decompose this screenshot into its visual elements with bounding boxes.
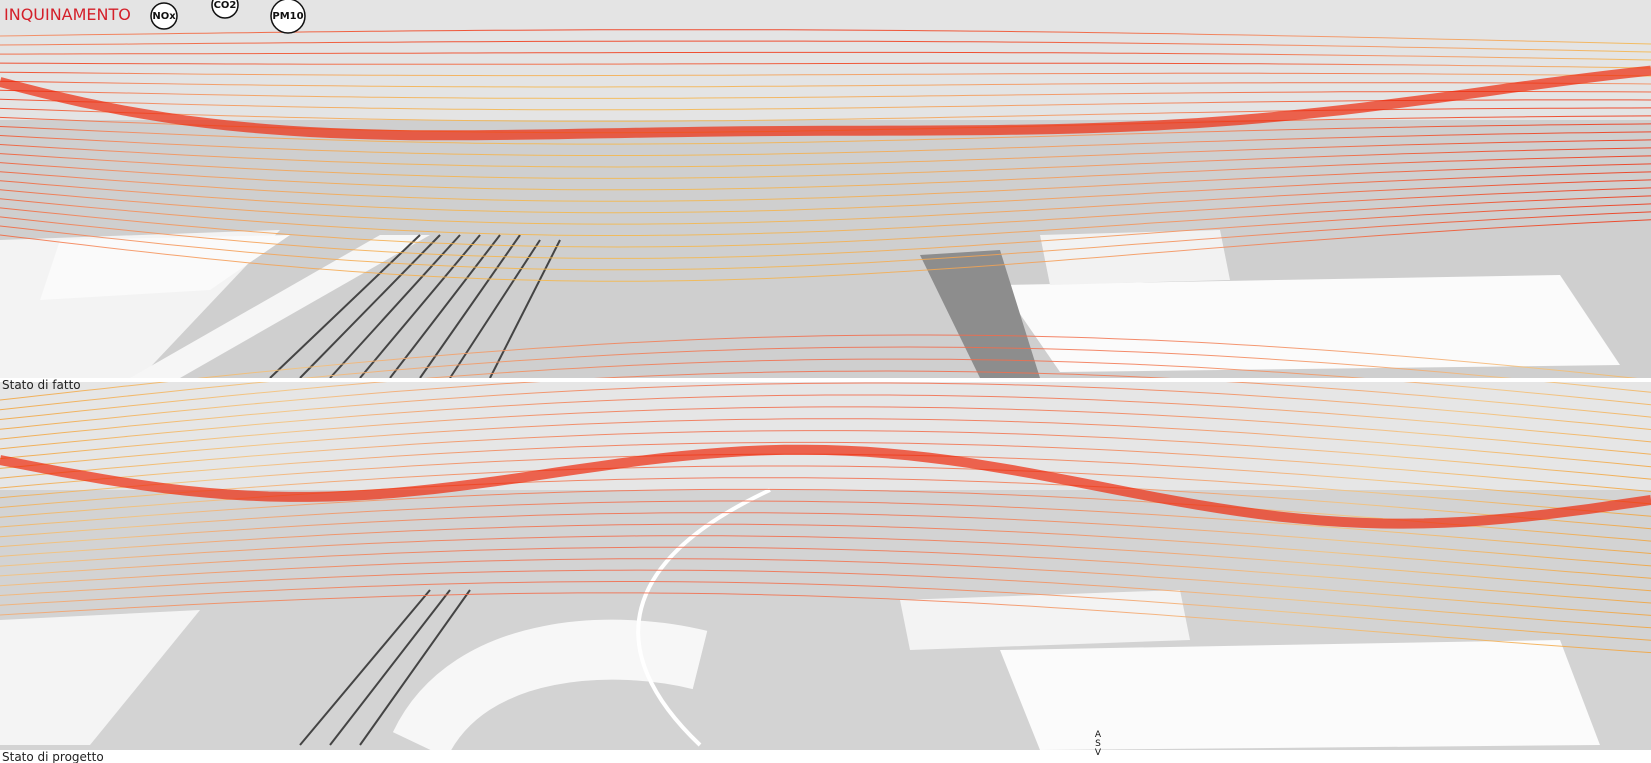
panel-bottom-base bbox=[0, 380, 1651, 760]
pollutant-badge bbox=[211, 0, 239, 19]
mesh-line bbox=[0, 334, 1651, 401]
separator bbox=[0, 750, 1651, 763]
pollutant-label: CO2 bbox=[214, 0, 237, 11]
mesh-crest bbox=[0, 444, 1651, 529]
marker-letter: V bbox=[1095, 748, 1102, 758]
pollutant-badge bbox=[270, 0, 306, 34]
mesh-crest bbox=[0, 65, 1651, 141]
pollutant-badge bbox=[150, 2, 178, 30]
panel-label: Stato di fatto bbox=[2, 378, 81, 392]
marker-letter: A bbox=[1095, 730, 1102, 740]
title: INQUINAMENTO bbox=[4, 5, 131, 24]
mesh-line bbox=[0, 592, 1651, 654]
pollutant-label: PM10 bbox=[272, 11, 303, 22]
panel-label: Stato di progetto bbox=[2, 750, 104, 763]
pollutant-label: NOx bbox=[152, 11, 176, 22]
legend: INQUINAMENTO NOx CO2 PM10 bbox=[4, 0, 306, 34]
marker-letter: S bbox=[1095, 739, 1101, 749]
separator bbox=[0, 378, 1651, 382]
